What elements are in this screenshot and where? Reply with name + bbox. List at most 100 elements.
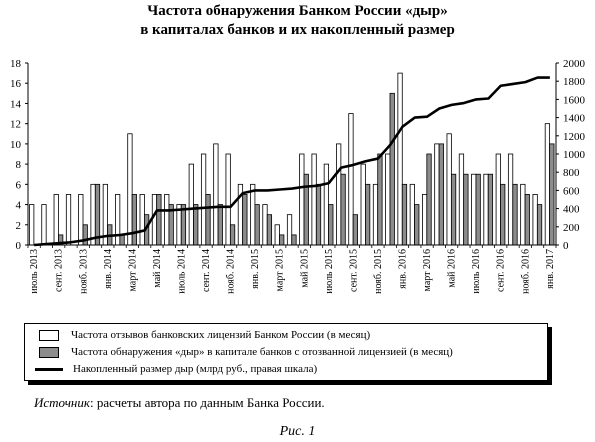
x-tick-label: янв. 2017 bbox=[545, 249, 556, 289]
x-tick-label: июль 2013 bbox=[29, 249, 40, 294]
legend-swatch-filled-bar bbox=[39, 346, 59, 358]
legend-swatch-open-bar bbox=[39, 329, 59, 341]
x-tick-label: май 2014 bbox=[152, 249, 163, 288]
y-right-tick-label: 1200 bbox=[563, 131, 586, 143]
source-label: Источник bbox=[34, 395, 90, 410]
bar-holes bbox=[131, 194, 137, 246]
bar-revocations bbox=[385, 153, 391, 246]
bar-revocations bbox=[397, 72, 403, 246]
bar-revocations bbox=[262, 204, 268, 246]
x-tick-label: май 2015 bbox=[299, 249, 310, 288]
bar-revocations bbox=[225, 153, 231, 246]
bar-revocations bbox=[409, 183, 415, 246]
source-text: : расчеты автора по данным Банка России. bbox=[89, 395, 325, 410]
bar-holes bbox=[487, 173, 494, 246]
y-left-tick-label: 16 bbox=[10, 78, 22, 90]
x-tick-label: июль 2014 bbox=[176, 249, 187, 294]
bar-revocations bbox=[360, 163, 366, 246]
bar-revocations bbox=[188, 163, 194, 246]
bar-holes bbox=[389, 92, 395, 246]
x-tick-label: июль 2015 bbox=[324, 249, 335, 294]
bar-holes bbox=[414, 204, 420, 246]
x-tick-label: март 2015 bbox=[275, 249, 286, 291]
bar-holes bbox=[377, 153, 383, 246]
bar-holes bbox=[438, 143, 444, 246]
bar-holes bbox=[426, 153, 432, 246]
bar-holes bbox=[450, 173, 457, 246]
bar-revocations bbox=[434, 143, 440, 246]
bar-holes bbox=[500, 183, 506, 246]
bar-holes bbox=[205, 194, 211, 246]
bar-holes bbox=[524, 194, 530, 246]
y-left-tick-label: 0 bbox=[16, 240, 22, 252]
bar-holes bbox=[315, 183, 322, 246]
figure-caption: Рис. 1 bbox=[279, 424, 316, 439]
bar-holes bbox=[352, 214, 358, 246]
x-tick-label: июль 2016 bbox=[471, 249, 482, 294]
x-tick-label: май 2016 bbox=[447, 249, 458, 288]
bar-revocations bbox=[323, 163, 329, 246]
bar-holes bbox=[340, 173, 346, 246]
x-tick-label: сент. 2016 bbox=[496, 249, 507, 292]
bar-revocations bbox=[311, 153, 317, 246]
bar-holes bbox=[365, 183, 371, 246]
y-left-tick-label: 10 bbox=[10, 139, 22, 151]
bar-revocations bbox=[90, 183, 96, 246]
y-right-tick-label: 1000 bbox=[563, 149, 586, 161]
y-right-tick-label: 1600 bbox=[563, 94, 586, 106]
legend-swatch-line bbox=[35, 367, 63, 371]
cumulative-line bbox=[34, 76, 550, 247]
bar-holes bbox=[512, 183, 518, 246]
bar-holes bbox=[242, 194, 248, 246]
x-tick-label: сент. 2014 bbox=[201, 249, 212, 292]
bar-revocations bbox=[164, 194, 170, 246]
legend-item-holes: Частота обнаружения «дыр» в капитале бан… bbox=[25, 344, 453, 360]
x-tick-label: нояб. 2014 bbox=[226, 249, 237, 294]
x-tick-label: нояб. 2015 bbox=[373, 249, 384, 294]
bar-holes bbox=[156, 194, 162, 246]
bar-holes bbox=[82, 224, 88, 246]
legend-item-cumulative: Накопленный размер дыр (млрд руб., права… bbox=[25, 361, 317, 377]
bar-holes bbox=[229, 224, 236, 246]
y-left-tick-label: 4 bbox=[16, 200, 22, 212]
chart-plot: 0 2 4 6 8 10 12 14 16 18 0 200 400 600 800 1000 1200 1400… bbox=[10, 58, 586, 294]
bar-revocations bbox=[200, 153, 207, 246]
legend-label-cumulative: Накопленный размер дыр (млрд руб., права… bbox=[73, 363, 318, 375]
legend-item-revocations: Частота отзывов банковских лицензий Банк… bbox=[25, 327, 370, 343]
bar-holes bbox=[536, 204, 543, 246]
y-right-tick-label: 600 bbox=[563, 185, 580, 197]
bar-holes bbox=[217, 204, 223, 246]
bar-revocations bbox=[520, 183, 526, 246]
x-tick-label: нояб. 2016 bbox=[520, 249, 531, 294]
bar-revocations bbox=[151, 194, 158, 246]
chart-title-line2: в капиталах банков и их накопленный разм… bbox=[140, 22, 455, 38]
bar-holes bbox=[193, 204, 199, 246]
bar-revocations bbox=[250, 183, 256, 246]
legend-label-holes: Частота обнаружения «дыр» в капитале бан… bbox=[71, 346, 453, 358]
y-left-tick-label: 2 bbox=[16, 220, 22, 232]
bar-revocations bbox=[29, 204, 35, 246]
source-note: Источник: расчеты автора по данным Банка… bbox=[34, 395, 325, 411]
bar-holes bbox=[328, 204, 334, 246]
bar-revocations bbox=[53, 194, 59, 246]
bar-revocations bbox=[348, 113, 354, 246]
bar-revocations bbox=[372, 183, 379, 246]
bar-holes bbox=[303, 173, 309, 246]
bar-revocations bbox=[213, 143, 219, 246]
y-left-tick-label: 14 bbox=[10, 98, 22, 110]
y-left-tick-label: 8 bbox=[16, 159, 22, 171]
bar-holes bbox=[401, 183, 408, 246]
x-tick-label: март 2014 bbox=[127, 249, 138, 291]
bar-holes bbox=[291, 234, 297, 246]
x-tick-label: сент. 2013 bbox=[54, 249, 65, 292]
bar-revocations bbox=[115, 194, 121, 246]
x-tick-label: янв. 2015 bbox=[250, 249, 261, 289]
y-right-tick-label: 2000 bbox=[563, 58, 586, 70]
y-right-tick-label: 800 bbox=[563, 167, 580, 179]
x-tick-label: сент. 2015 bbox=[348, 249, 359, 292]
bar-revocations bbox=[78, 194, 84, 246]
bar-holes bbox=[254, 204, 260, 246]
x-tick-label: март 2016 bbox=[422, 249, 433, 291]
bar-holes bbox=[266, 214, 273, 246]
bar-revocations bbox=[544, 123, 551, 246]
